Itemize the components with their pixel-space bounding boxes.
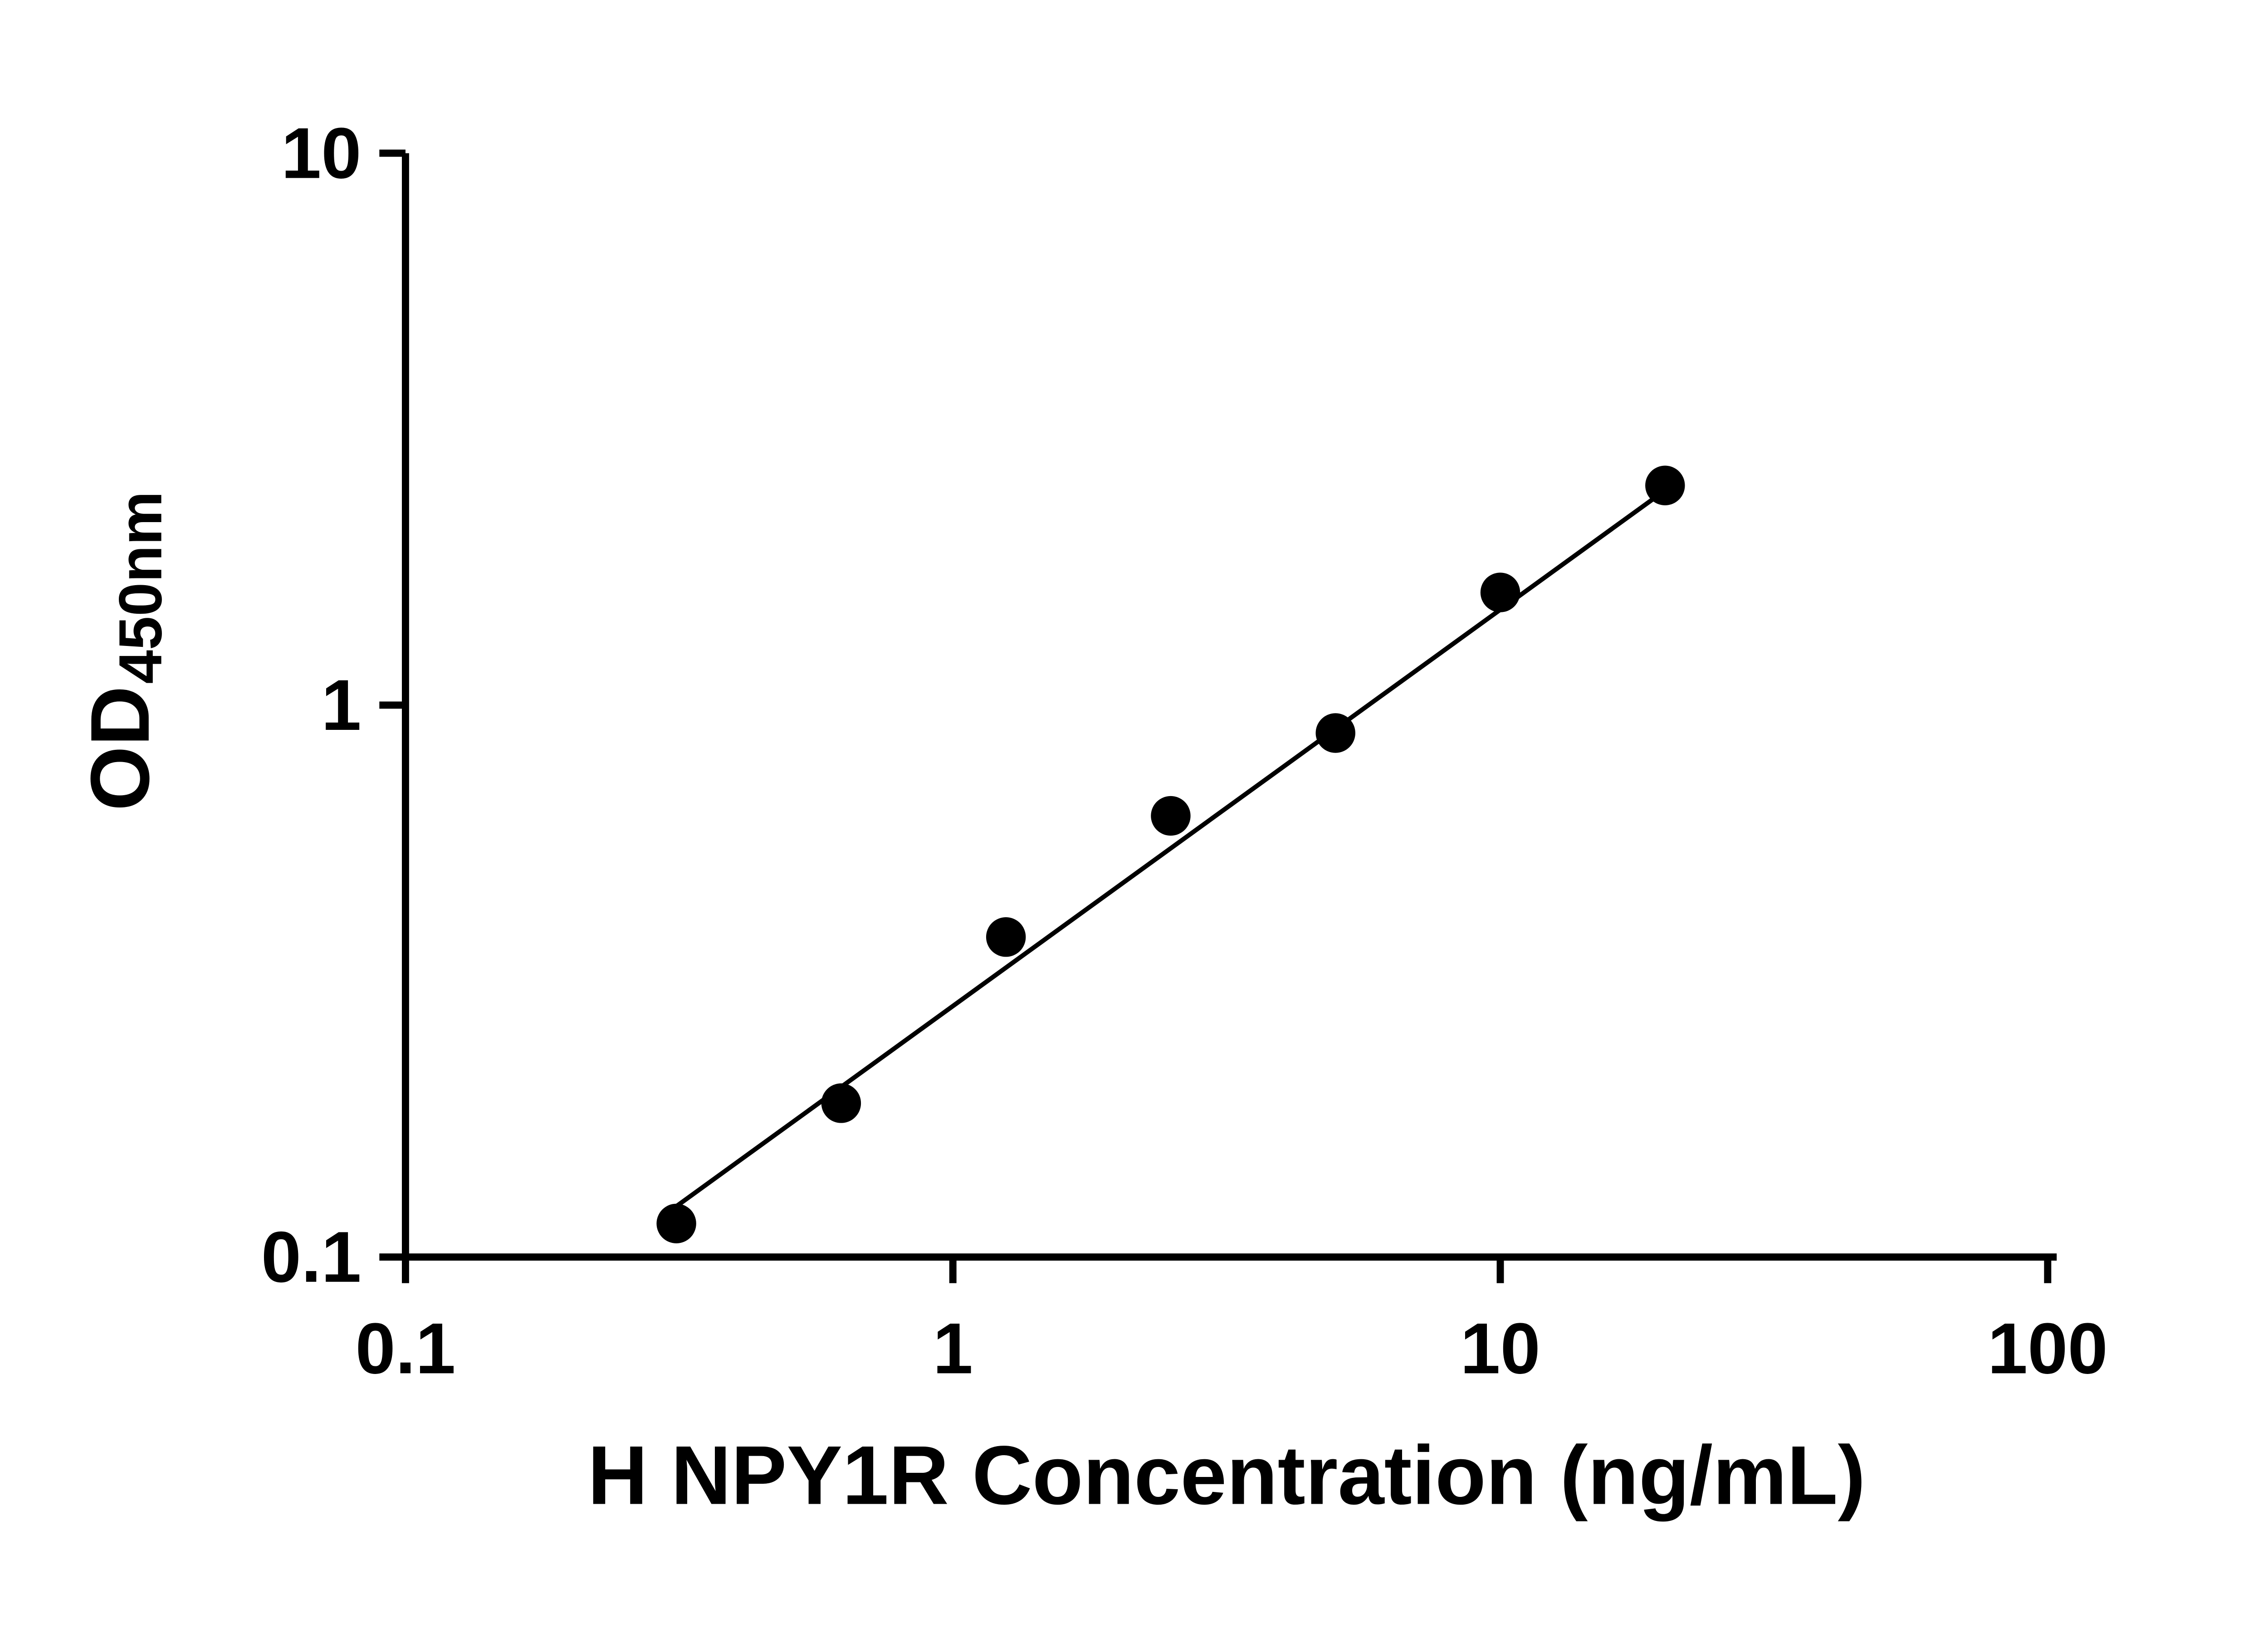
x-axis-ticks: 0.1 1 10 100 xyxy=(355,1257,2108,1389)
x-tick-label: 100 xyxy=(1988,1308,2108,1389)
y-tick-label: 0.1 xyxy=(261,1217,362,1297)
data-points xyxy=(656,465,1685,1243)
x-axis-title: H NPY1R Concentration (ng/mL) xyxy=(587,1428,1865,1521)
data-point xyxy=(986,917,1026,957)
data-point xyxy=(1645,465,1685,505)
data-point xyxy=(656,1203,696,1243)
y-axis-title-sub: 450nm xyxy=(107,491,175,684)
data-point xyxy=(1151,796,1191,836)
data-point xyxy=(1315,713,1355,753)
x-tick-label: 0.1 xyxy=(355,1308,455,1389)
x-tick-label: 1 xyxy=(933,1308,973,1389)
y-axis-title-main: OD xyxy=(73,686,166,811)
data-point xyxy=(1480,572,1520,612)
x-tick-label: 10 xyxy=(1460,1308,1540,1389)
y-tick-label: 10 xyxy=(281,112,362,193)
y-axis-title: OD 450nm xyxy=(73,491,175,811)
data-point xyxy=(821,1083,861,1123)
y-tick-label: 1 xyxy=(321,665,361,745)
y-axis-ticks: 0.1 1 10 xyxy=(261,112,406,1297)
axes xyxy=(401,153,2057,1261)
